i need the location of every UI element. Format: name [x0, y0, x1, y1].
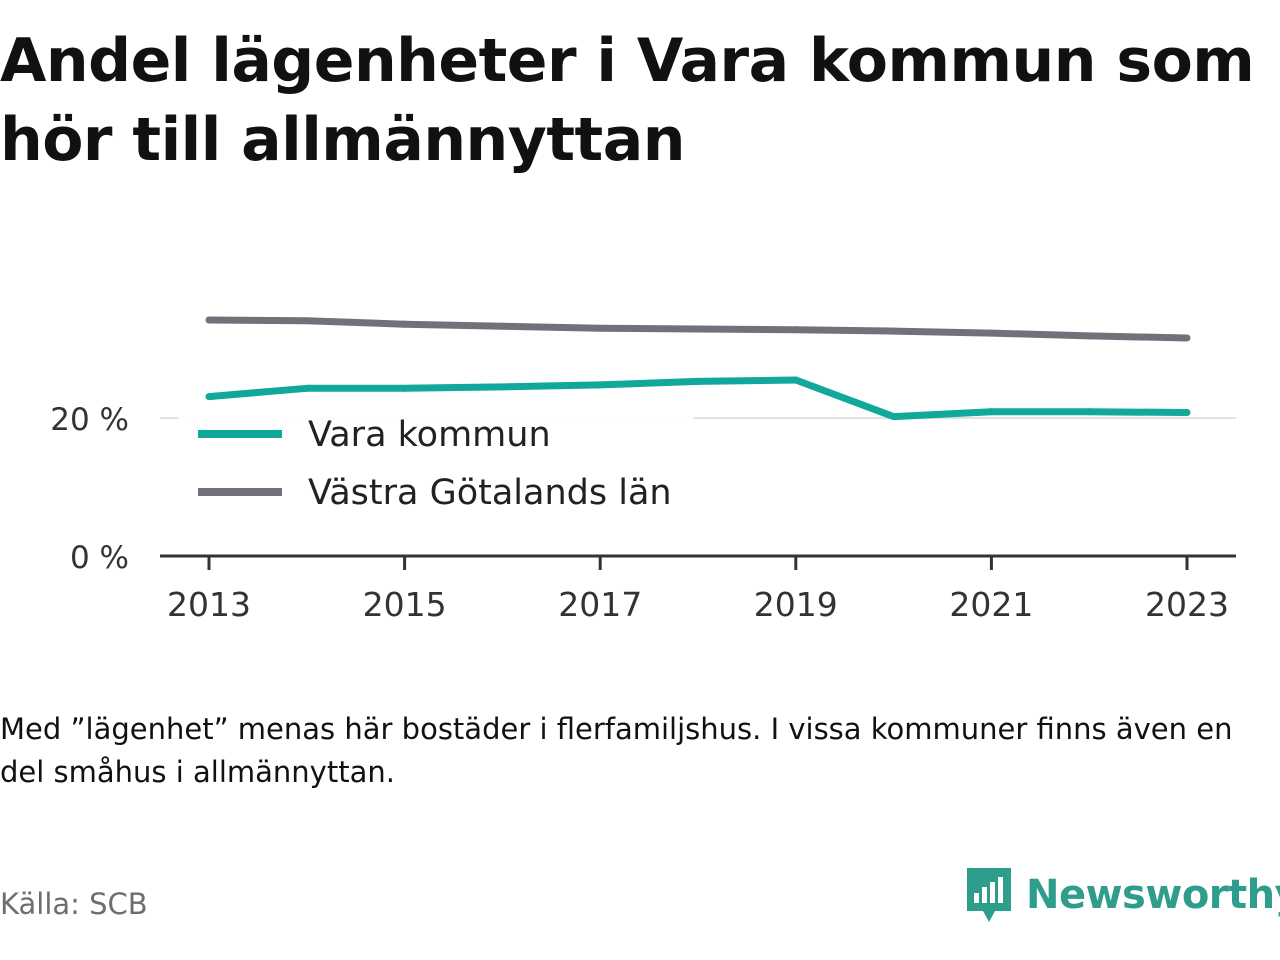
data-point [694, 325, 702, 333]
data-point [1085, 408, 1093, 416]
data-point [1085, 332, 1093, 340]
source-credit: Källa: SCB [0, 887, 148, 921]
series-lines [205, 316, 1191, 421]
data-point [792, 376, 800, 384]
y-tick-label: 0 % [70, 540, 129, 576]
data-point [987, 329, 995, 337]
data-point [401, 320, 409, 328]
x-tick-label: 2019 [754, 585, 838, 624]
data-point [498, 322, 506, 330]
legend-label: Västra Götalands län [308, 473, 672, 513]
data-point [205, 316, 213, 324]
legend: Vara kommun Västra Götalands län [178, 404, 694, 530]
data-point [1183, 334, 1191, 342]
axes: 0 % 20 % 2013 2015 2017 2019 2021 2023 [50, 402, 1236, 624]
brand-logo: Newsworthy [964, 864, 1280, 926]
x-tick-label: 2021 [949, 585, 1033, 624]
data-point [596, 381, 604, 389]
data-point [303, 317, 311, 325]
data-point [1183, 408, 1191, 416]
x-tick-label: 2013 [167, 585, 251, 624]
data-point [401, 384, 409, 392]
data-point [987, 408, 995, 416]
data-point [890, 413, 898, 421]
brand-name: Newsworthy [1026, 872, 1280, 918]
data-point [694, 377, 702, 385]
x-tick-label: 2015 [363, 585, 447, 624]
x-tick-label: 2017 [558, 585, 642, 624]
y-tick-label: 20 % [50, 402, 129, 438]
x-tick-label: 2023 [1145, 585, 1229, 624]
data-point [792, 326, 800, 334]
legend-background [178, 404, 694, 530]
chart-note: Med ”lägenhet” menas här bostäder i fler… [0, 712, 1233, 789]
bar-chart-speech-bubble-icon [967, 868, 1011, 922]
data-point [498, 383, 506, 391]
legend-label: Vara kommun [308, 415, 551, 455]
data-point [596, 324, 604, 332]
data-point [890, 327, 898, 335]
chart-title: Andel lägenheter i Vara kommun som hör t… [0, 26, 1255, 175]
data-point [205, 393, 213, 401]
data-point [303, 384, 311, 392]
